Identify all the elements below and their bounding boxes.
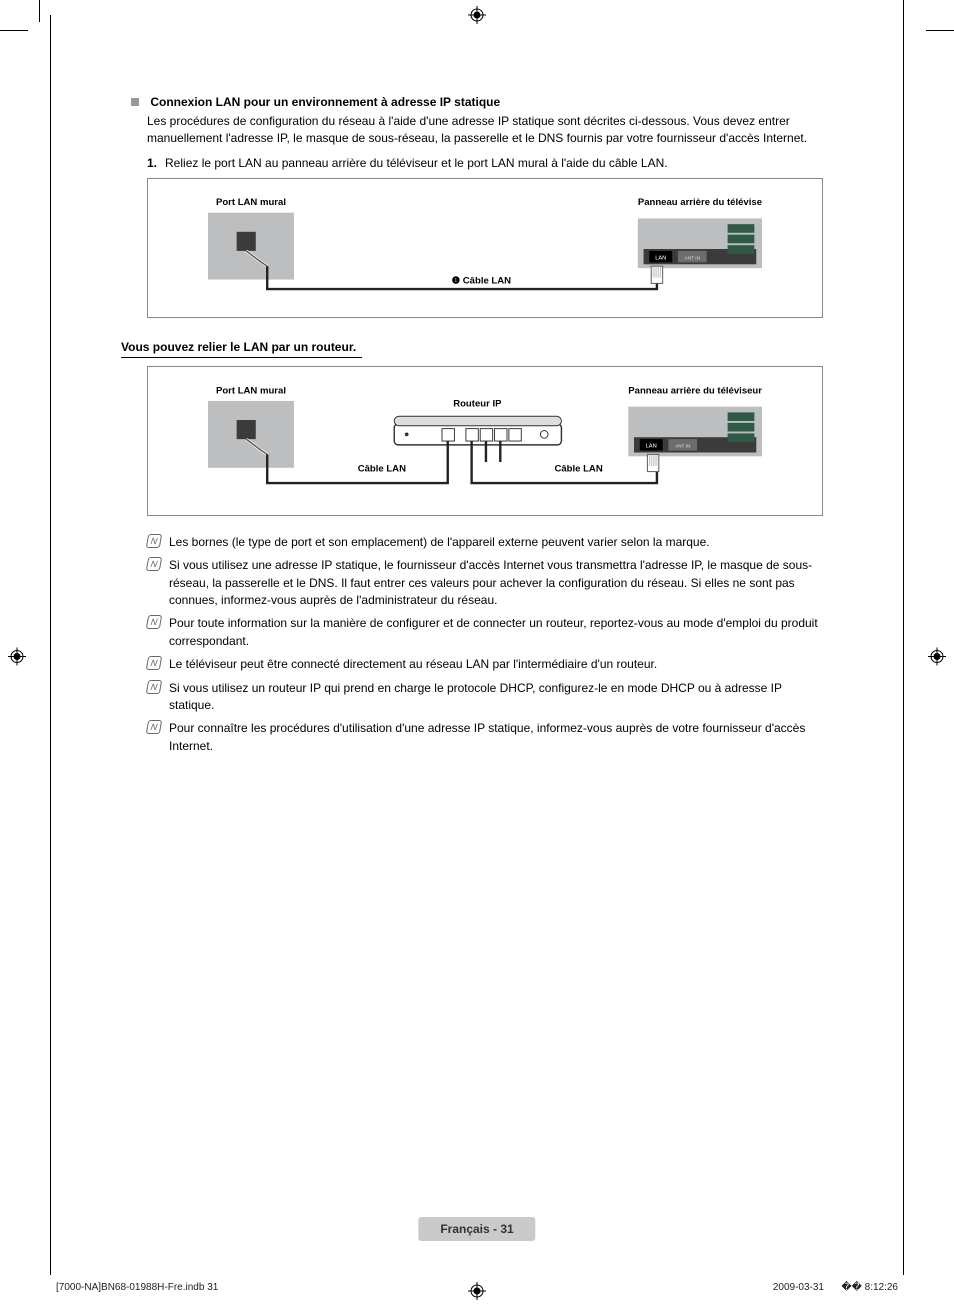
note-icon: N [146, 680, 162, 694]
footer-time: �� 8:12:26 [841, 1282, 898, 1293]
registration-mark-right [928, 647, 946, 668]
note-text: Le téléviseur peut être connecté directe… [169, 656, 657, 673]
note-text: Si vous utilisez un routeur IP qui prend… [169, 680, 823, 715]
note-icon: N [146, 720, 162, 734]
note-item: N Les bornes (le type de port et son emp… [147, 534, 823, 551]
crop-mark [39, 0, 40, 22]
svg-text:❶ Câble LAN: ❶ Câble LAN [452, 275, 512, 286]
subheading: Vous pouvez relier le LAN par un routeur… [121, 340, 362, 358]
section-title: Connexion LAN pour un environnement à ad… [150, 95, 500, 109]
diagram-router: Port LAN mural Routeur IP Câble LAN [208, 381, 762, 503]
crop-mark [926, 30, 954, 31]
svg-text:Routeur IP: Routeur IP [453, 398, 502, 409]
section-intro: Les procédures de configuration du résea… [147, 113, 823, 148]
registration-mark-left [8, 647, 26, 668]
note-item: N Si vous utilisez un routeur IP qui pre… [147, 680, 823, 715]
svg-text:Panneau arrière du téléviseur: Panneau arrière du téléviseur [628, 385, 762, 396]
note-item: N Pour toute information sur la manière … [147, 615, 823, 650]
note-text: Les bornes (le type de port et son empla… [169, 534, 710, 551]
note-item: N Le téléviseur peut être connecté direc… [147, 656, 823, 673]
svg-text:LAN: LAN [646, 444, 657, 450]
svg-text:Câble LAN: Câble LAN [554, 463, 602, 474]
svg-text:Panneau arrière du téléviseur: Panneau arrière du téléviseur [638, 197, 762, 208]
step-number: 1. [147, 156, 157, 170]
footer-filename: [7000-NA]BN68-01988H-Fre.indb 31 [56, 1282, 218, 1293]
svg-text:ANT IN: ANT IN [684, 255, 700, 261]
note-item: N Pour connaître les procédures d'utilis… [147, 720, 823, 755]
note-text: Pour connaître les procédures d'utilisat… [169, 720, 823, 755]
note-icon: N [146, 557, 162, 571]
note-icon: N [146, 656, 162, 670]
crop-mark [0, 30, 28, 31]
note-icon: N [146, 534, 162, 548]
svg-text:ANT IN: ANT IN [675, 444, 691, 450]
footer-date: 2009-03-31 [773, 1282, 824, 1293]
note-text: Pour toute information sur la manière de… [169, 615, 823, 650]
step-text: Reliez le port LAN au panneau arrière du… [165, 156, 668, 170]
svg-text:Port LAN mural: Port LAN mural [216, 197, 286, 208]
notes: N Les bornes (le type de port et son emp… [147, 534, 823, 755]
svg-text:Port LAN mural: Port LAN mural [216, 385, 286, 396]
figure-direct-connection: Port LAN mural ❶ Câble LAN Panneau arriè… [147, 178, 823, 318]
registration-mark-bottom [468, 1282, 486, 1303]
page-number-badge: Français - 31 [418, 1217, 535, 1241]
note-text: Si vous utilisez une adresse IP statique… [169, 557, 823, 609]
note-item: N Si vous utilisez une adresse IP statiq… [147, 557, 823, 609]
svg-text:LAN: LAN [655, 255, 666, 261]
note-icon: N [146, 615, 162, 629]
square-bullet-icon [131, 98, 139, 106]
page: Connexion LAN pour un environnement à ad… [50, 15, 904, 1275]
svg-text:Câble LAN: Câble LAN [358, 463, 406, 474]
section-title-row: Connexion LAN pour un environnement à ad… [131, 95, 823, 109]
step-1: 1. Reliez le port LAN au panneau arrière… [147, 156, 823, 170]
diagram-direct: Port LAN mural ❶ Câble LAN Panneau arriè… [208, 193, 762, 305]
figure-router-connection: Port LAN mural Routeur IP Câble LAN [147, 366, 823, 516]
